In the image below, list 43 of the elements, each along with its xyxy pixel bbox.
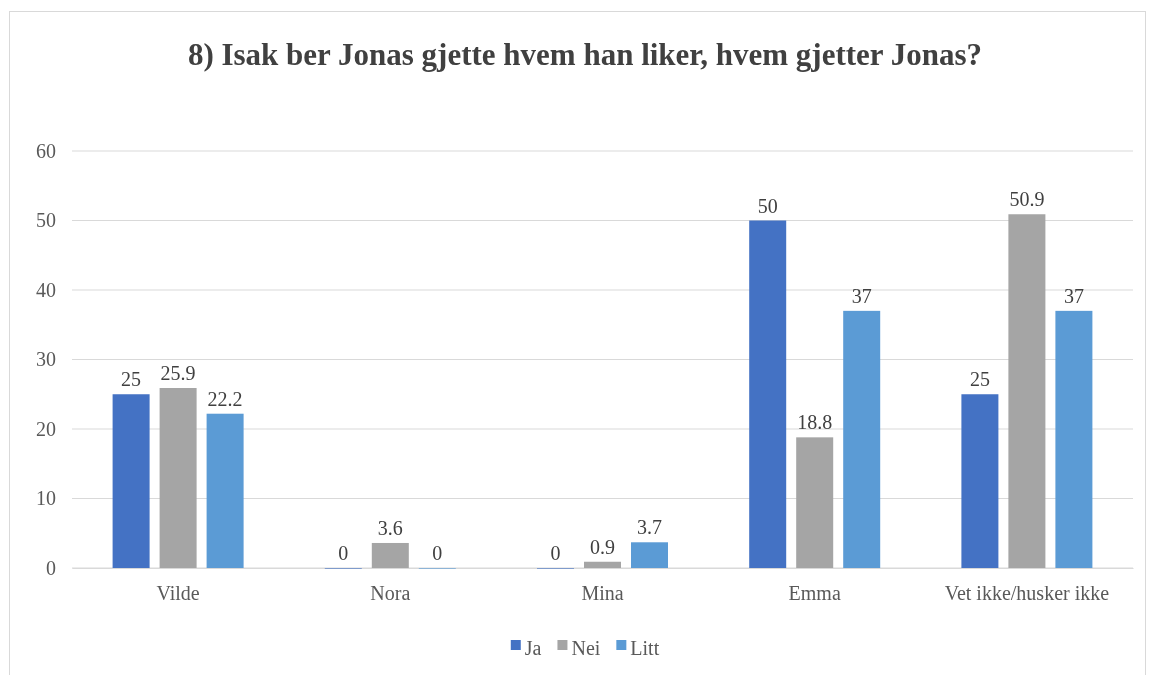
bar [584, 561, 621, 568]
data-label: 25 [969, 368, 990, 391]
bar [631, 542, 668, 568]
x-tick-label: Vet ikke/husker ikke [944, 582, 1110, 605]
y-tick-label: 30 [36, 348, 56, 371]
bar [796, 437, 834, 568]
bar [1008, 214, 1046, 568]
y-tick-label: 40 [36, 278, 56, 301]
legend-label: Nei [571, 637, 601, 659]
y-tick-label: 20 [36, 417, 56, 440]
data-label: 50 [757, 194, 778, 217]
x-tick-label: Nora [370, 582, 411, 605]
bar [1055, 310, 1093, 568]
x-tick-label: Vilde [156, 582, 200, 605]
data-label: 50.9 [1009, 188, 1045, 211]
data-label: 37 [1063, 284, 1084, 307]
bar [961, 394, 999, 568]
bar [843, 310, 881, 568]
data-label: 0 [550, 542, 561, 564]
chart-title: 8) Isak ber Jonas gjette hvem han liker, hvem gjetter Jonas? [187, 37, 983, 72]
x-tick-label: Emma [788, 582, 841, 605]
data-label: 18.8 [797, 411, 833, 434]
y-tick-label: 50 [36, 209, 56, 232]
data-label: 3.6 [377, 516, 403, 539]
data-label: 0 [432, 542, 443, 564]
legend-label: Ja [524, 637, 542, 659]
data-label: 0 [338, 542, 349, 564]
data-label: 25 [121, 368, 142, 391]
data-label: 25.9 [160, 361, 196, 384]
bar [206, 413, 244, 568]
bar [159, 388, 197, 568]
y-tick-label: 10 [36, 487, 56, 510]
data-label: 3.7 [637, 516, 662, 539]
legend-label: Litt [630, 637, 660, 659]
bar [112, 394, 150, 568]
bar [371, 542, 409, 568]
data-label: 0.9 [590, 535, 615, 558]
y-tick-label: 0 [46, 556, 56, 579]
y-tick-label: 60 [36, 139, 56, 162]
x-tick-label: Mina [581, 582, 624, 605]
bar [749, 220, 787, 568]
data-label: 37 [851, 284, 872, 307]
data-label: 22.2 [207, 387, 243, 410]
